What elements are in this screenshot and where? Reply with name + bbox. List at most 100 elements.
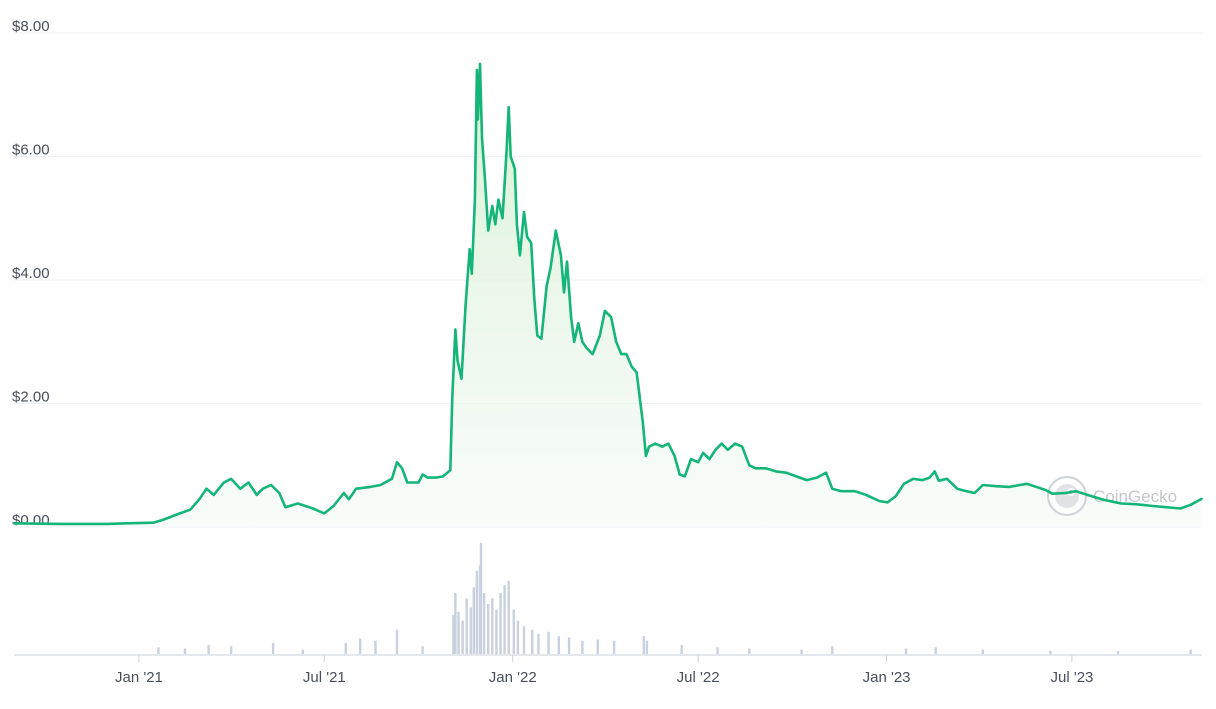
volume-bar (612, 640, 616, 654)
price-point (379, 484, 382, 486)
price-point (661, 445, 664, 448)
price-point (505, 149, 508, 152)
price-point (894, 495, 897, 497)
price-point (189, 508, 192, 511)
price-point (284, 506, 287, 509)
price-point (1064, 492, 1067, 494)
volume-bar (934, 647, 937, 654)
price-point (401, 467, 403, 470)
volume-bar (479, 543, 483, 654)
price-point (348, 498, 350, 501)
price-point (435, 476, 437, 479)
price-point (223, 481, 225, 484)
price-point (937, 479, 940, 482)
price-point (598, 334, 601, 337)
price-point (912, 477, 915, 480)
volume-bar (800, 649, 803, 654)
volume-bar (499, 593, 502, 654)
price-point (417, 481, 420, 484)
price-point (1102, 498, 1105, 501)
volume-bar (557, 636, 560, 654)
volume-bar (482, 593, 486, 654)
price-point (878, 500, 881, 502)
price-point (451, 396, 454, 399)
price-point (673, 455, 676, 457)
volume-bar (495, 609, 498, 654)
price-point (125, 522, 128, 525)
price-point (497, 198, 500, 201)
volume-bar (472, 587, 475, 654)
price-point (479, 63, 481, 65)
volume-bar (716, 647, 719, 654)
price-point (570, 316, 572, 318)
price-point (714, 448, 717, 451)
price-point (795, 475, 798, 478)
price-point (1201, 497, 1203, 500)
price-point (635, 371, 638, 374)
volume-bar (207, 645, 210, 654)
price-point (775, 470, 777, 473)
price-point (464, 303, 467, 306)
price-point (526, 235, 528, 238)
volume-bar (457, 611, 460, 654)
volume-bar (491, 598, 494, 654)
volume-bar (461, 620, 464, 654)
y-tick-label: $8.00 (12, 18, 50, 35)
price-point (530, 242, 533, 244)
price-point (545, 285, 548, 288)
price-point (13, 522, 15, 525)
price-area-fill (14, 63, 1202, 528)
volume-bar (475, 570, 479, 655)
price-point (342, 492, 345, 494)
volume-bar (547, 631, 550, 654)
price-point (1026, 482, 1028, 485)
price-point (509, 155, 512, 158)
y-axis-labels: $0.00$2.00$4.00$6.00$8.00 (12, 18, 50, 529)
volume-bar (531, 629, 534, 654)
price-point (995, 485, 997, 488)
price-point (1120, 502, 1122, 505)
volume-bar (157, 647, 160, 654)
volume-bar (395, 629, 399, 654)
price-point (106, 523, 109, 525)
price-point (1134, 503, 1137, 506)
price-point (484, 180, 486, 183)
price-point (720, 442, 723, 445)
price-point (212, 494, 215, 496)
price-point (152, 521, 155, 524)
price-point (886, 501, 889, 504)
price-point (296, 502, 299, 505)
price-point (577, 322, 580, 325)
volume-bar (516, 620, 520, 654)
price-point (179, 512, 181, 515)
price-point (205, 487, 208, 490)
price-point (278, 492, 281, 494)
volume-bar (374, 640, 377, 654)
price-point (654, 442, 656, 445)
price-point (494, 223, 497, 226)
price-point (396, 461, 398, 464)
volume-bar (229, 646, 233, 654)
price-point (442, 475, 444, 478)
price-point (1008, 486, 1011, 488)
volume-bar (503, 585, 506, 654)
x-tick-label: Jan '21 (115, 669, 163, 686)
price-point (540, 337, 543, 340)
price-point (501, 217, 504, 220)
x-tick-label: Jan '23 (863, 669, 911, 686)
price-point (533, 297, 536, 300)
price-point (1165, 506, 1168, 509)
price-point (641, 421, 644, 423)
price-point (981, 484, 984, 486)
price-point (487, 229, 490, 232)
price-point (1189, 503, 1192, 506)
y-tick-label: $2.00 (12, 389, 50, 406)
price-point (262, 487, 264, 490)
volume-bar (359, 638, 362, 654)
price-area (14, 63, 1202, 528)
price-point (513, 168, 516, 170)
price-point (741, 445, 744, 448)
price-point (391, 477, 393, 480)
volume-bar (465, 598, 468, 654)
price-point (477, 118, 479, 121)
